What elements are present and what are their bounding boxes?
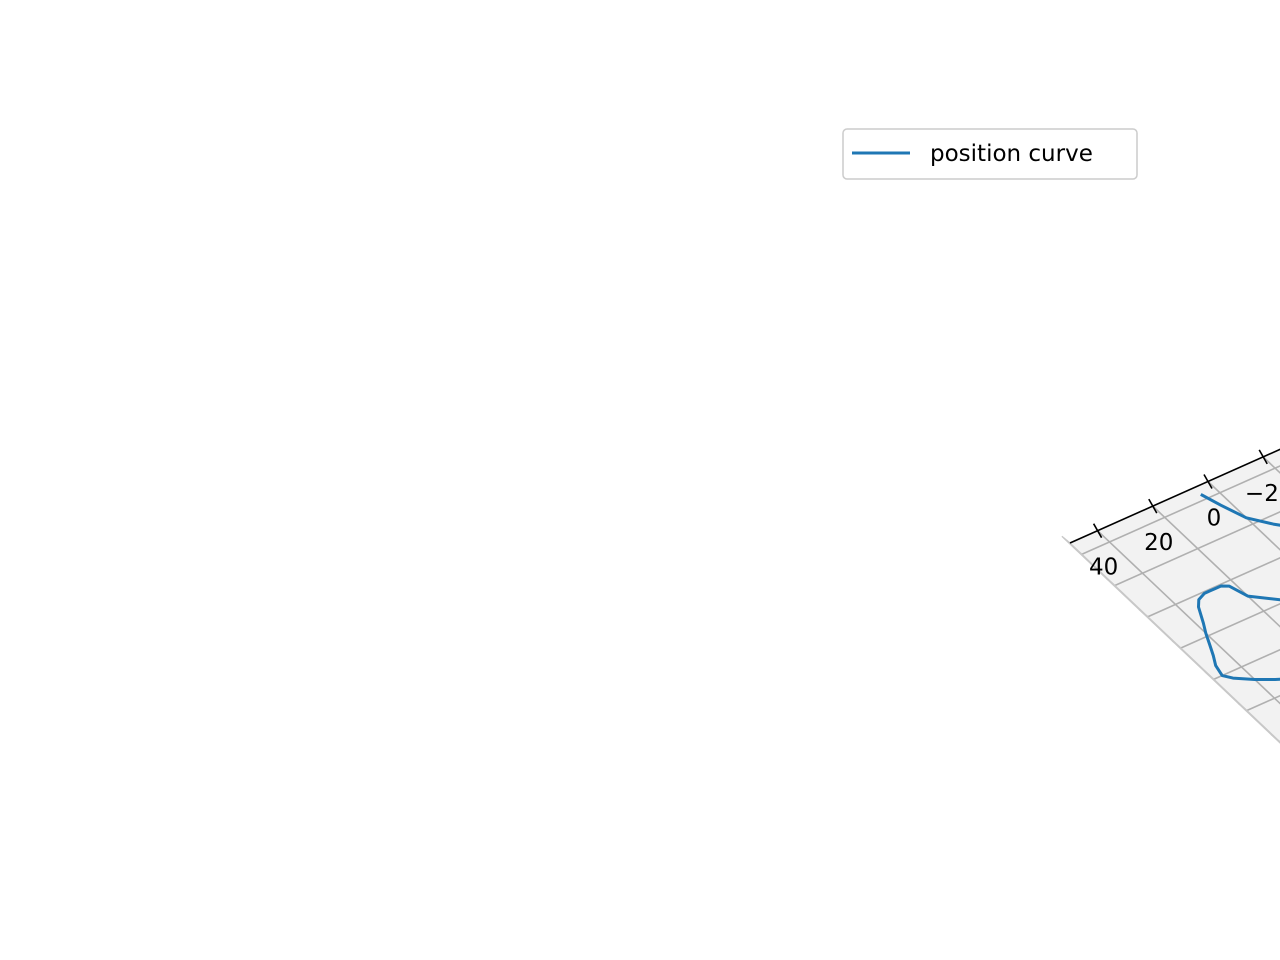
x-axis-line bbox=[1069, 448, 1280, 544]
grid-line-y-7 bbox=[1081, 465, 1280, 555]
x-tick-8 bbox=[1092, 523, 1099, 532]
floor-pane bbox=[1070, 449, 1280, 742]
legend-label: position curve bbox=[930, 141, 1093, 167]
x-tick-label-5: −20 bbox=[1245, 481, 1280, 507]
x-tick-out-8 bbox=[1096, 530, 1103, 539]
x-tick-out-7 bbox=[1152, 505, 1158, 514]
x-tick-7 bbox=[1148, 498, 1154, 507]
x-tick-out-6 bbox=[1207, 481, 1213, 489]
grid bbox=[1061, 456, 1280, 744]
axes: −120−100−80−60−40−2002040−100−75−50−2502… bbox=[1069, 448, 1280, 581]
grid-line-y-4 bbox=[1180, 602, 1280, 649]
x-tick-label-6: 0 bbox=[1207, 506, 1222, 532]
grid-line-x-6 bbox=[1207, 480, 1280, 551]
x-tick-out-5 bbox=[1262, 456, 1268, 465]
x-tick-5 bbox=[1258, 449, 1264, 458]
series-line-0 bbox=[1197, 493, 1280, 681]
grid-line-x-7 bbox=[1152, 505, 1280, 628]
legend-box bbox=[842, 128, 1138, 180]
legend: position curve bbox=[842, 128, 1138, 180]
x-tick-label-8: 40 bbox=[1089, 555, 1118, 581]
grid-line-y-6 bbox=[1114, 511, 1280, 587]
series-layer bbox=[1197, 493, 1280, 681]
x-tick-6 bbox=[1203, 474, 1209, 482]
grid-line-z-4 bbox=[1061, 535, 1280, 744]
x-tick-label-7: 20 bbox=[1144, 530, 1173, 556]
grid-line-y-5 bbox=[1147, 556, 1280, 618]
grid-line-x-8 bbox=[1097, 530, 1280, 705]
